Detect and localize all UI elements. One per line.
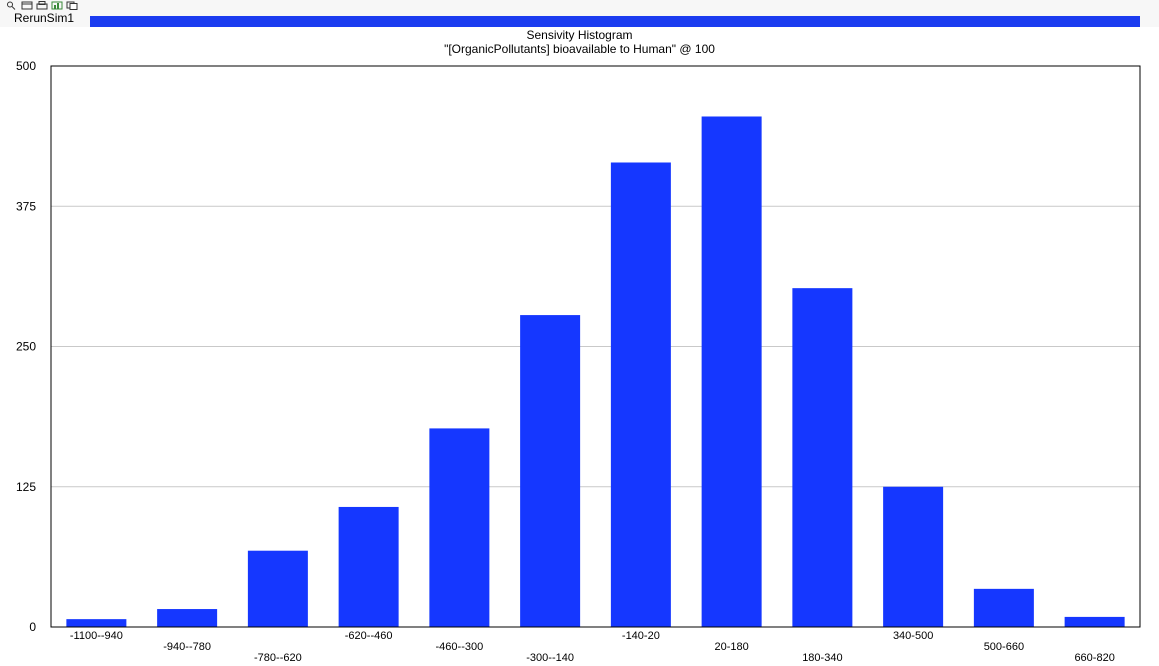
- x-tick-label: -620--460: [345, 630, 393, 642]
- bar: [1064, 616, 1125, 627]
- toolbar: [6, 1, 78, 10]
- x-tick-label: 180-340: [802, 652, 842, 664]
- run-indicator-bar: [90, 16, 1140, 27]
- bar: [66, 619, 127, 627]
- bar: [247, 550, 308, 627]
- copy-icon[interactable]: [66, 1, 78, 10]
- x-tick-label: -140-20: [622, 630, 660, 642]
- bar: [520, 315, 581, 627]
- x-tick-label: 20-180: [714, 641, 748, 653]
- y-tick-label: 500: [16, 59, 36, 73]
- bar: [973, 588, 1034, 627]
- bar: [792, 288, 853, 627]
- bar: [429, 428, 490, 627]
- x-tick-label: -460--300: [436, 641, 484, 653]
- x-tick-label: 660-820: [1074, 652, 1114, 664]
- window-icon[interactable]: [21, 1, 33, 10]
- plot-frame: [50, 65, 1141, 628]
- x-tick-label: -780--620: [254, 652, 302, 664]
- print-icon[interactable]: [36, 1, 48, 10]
- x-tick-label: -300--140: [526, 652, 574, 664]
- x-tick-label: 500-660: [984, 641, 1024, 653]
- x-tick-label: -940--780: [163, 641, 211, 653]
- y-tick-label: 0: [29, 620, 36, 634]
- run-label: RerunSim1: [14, 11, 75, 25]
- y-tick-label: 375: [16, 199, 36, 213]
- chart-title: Sensivity Histogram: [526, 28, 633, 42]
- chart-icon[interactable]: [51, 1, 63, 10]
- bar: [157, 609, 218, 627]
- y-tick-label: 125: [16, 480, 36, 494]
- zoom-icon[interactable]: [6, 1, 18, 10]
- bar: [701, 116, 762, 628]
- bar: [610, 162, 671, 627]
- y-tick-label: 250: [16, 340, 36, 354]
- x-tick-label: 340-500: [893, 630, 933, 642]
- bar: [883, 486, 944, 627]
- run-header: RerunSim1: [0, 0, 1159, 27]
- chart-subtitle: "[OrganicPollutants] bioavailable to Hum…: [444, 42, 715, 56]
- bar: [338, 506, 399, 627]
- x-tick-label: -1100--940: [70, 630, 123, 642]
